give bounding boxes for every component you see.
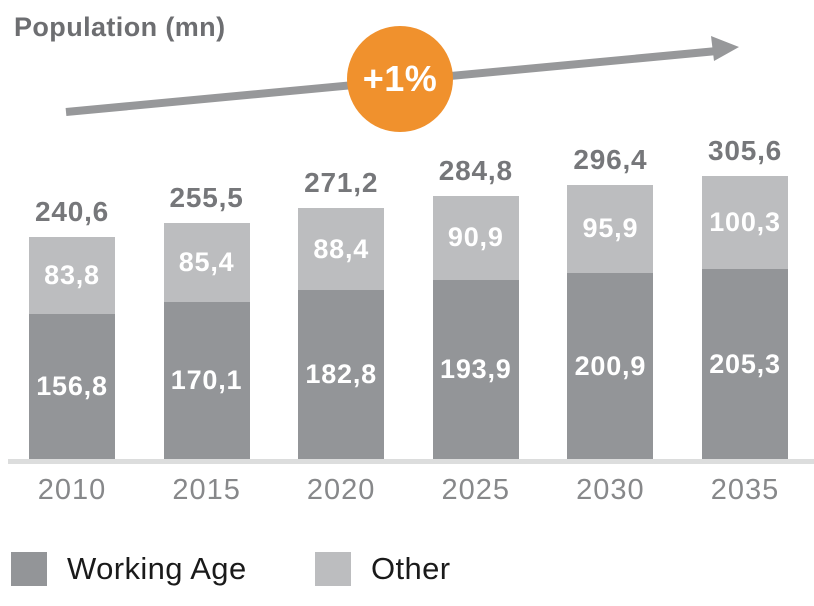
segment-working-age: 205,3 bbox=[702, 269, 788, 459]
bar-column-2030: 296,4 95,9 200,9 bbox=[567, 143, 654, 459]
segment-other: 95,9 bbox=[567, 184, 654, 274]
legend-label-working-age: Working Age bbox=[67, 551, 247, 586]
segment-other: 90,9 bbox=[432, 195, 519, 280]
bar-column-2035: 305,6 100,3 205,3 bbox=[702, 135, 788, 459]
total-value-label: 255,5 bbox=[169, 181, 244, 213]
total-value-label: 271,2 bbox=[304, 167, 379, 199]
segment-other: 88,4 bbox=[298, 208, 385, 290]
x-axis-label-2035: 2035 bbox=[710, 474, 780, 506]
chart-title: Population (mn) bbox=[14, 12, 226, 42]
arrowhead-icon bbox=[711, 36, 739, 61]
x-axis-label-2025: 2025 bbox=[441, 474, 511, 506]
segment-working-age: 156,8 bbox=[29, 314, 115, 459]
total-value-label: 305,6 bbox=[707, 135, 783, 167]
bar-column-2015: 255,5 85,4 170,1 bbox=[163, 181, 250, 459]
legend-item-other: Other bbox=[315, 551, 451, 587]
bar-column-2025: 284,8 90,9 193,9 bbox=[432, 154, 519, 459]
bars-area: 240,6 83,8 156,8 255,5 85,4 170,1 271,2 88,4 182… bbox=[0, 119, 814, 459]
segment-other: 83,8 bbox=[29, 236, 115, 314]
x-axis: 2010 2015 2020 2025 2030 2035 bbox=[0, 474, 814, 510]
total-value-label: 296,4 bbox=[573, 143, 648, 175]
total-value-label: 284,8 bbox=[438, 154, 513, 186]
legend-label-other: Other bbox=[371, 551, 451, 586]
x-axis-baseline bbox=[8, 459, 814, 464]
other-swatch bbox=[315, 552, 351, 586]
bar-column-2020: 271,2 88,4 182,8 bbox=[298, 167, 385, 459]
segment-working-age: 170,1 bbox=[163, 301, 250, 459]
segment-working-age: 200,9 bbox=[567, 273, 654, 459]
total-value-label: 240,6 bbox=[34, 195, 110, 227]
growth-rate-badge: +1% bbox=[347, 26, 453, 132]
x-axis-label-2030: 2030 bbox=[576, 474, 645, 506]
x-axis-label-2015: 2015 bbox=[172, 474, 241, 506]
working-age-swatch bbox=[11, 552, 47, 586]
bar-column-2010: 240,6 83,8 156,8 bbox=[29, 195, 115, 459]
segment-working-age: 193,9 bbox=[432, 279, 519, 459]
segment-working-age: 182,8 bbox=[298, 289, 385, 459]
x-axis-label-2010: 2010 bbox=[37, 474, 107, 506]
segment-other: 85,4 bbox=[163, 222, 250, 302]
legend-item-working-age: Working Age bbox=[11, 551, 247, 587]
x-axis-label-2020: 2020 bbox=[306, 474, 376, 506]
segment-other: 100,3 bbox=[702, 176, 788, 270]
